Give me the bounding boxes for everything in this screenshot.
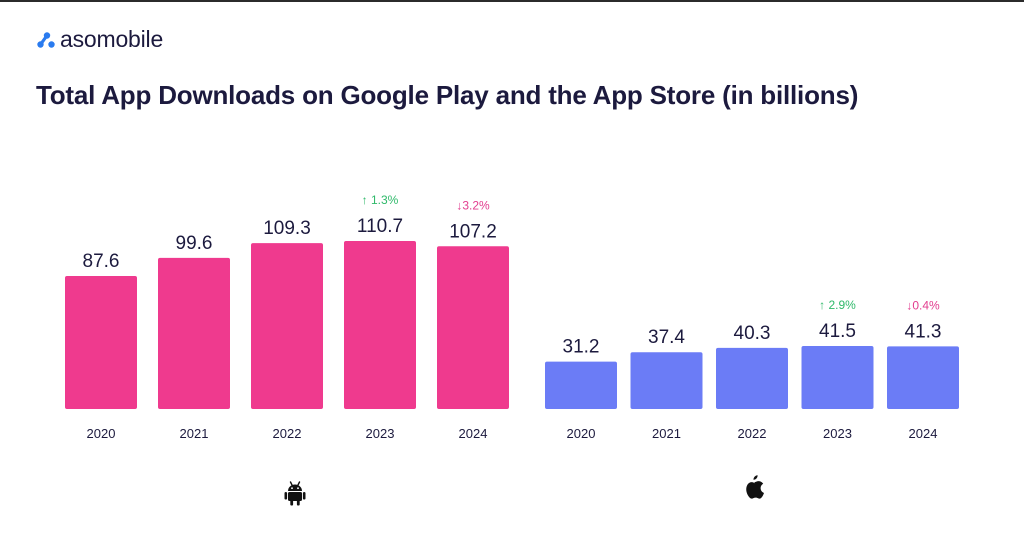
bar-0-2021 — [158, 257, 230, 409]
bar-1-2021 — [630, 352, 703, 409]
change-up-annotation: ↑ 2.9% — [819, 298, 856, 312]
value-label: 99.6 — [176, 233, 213, 254]
value-label: 107.2 — [449, 221, 497, 242]
value-label: 110.7 — [357, 216, 403, 237]
x-tick-label: 2022 — [273, 426, 302, 441]
android-icon — [284, 481, 306, 511]
bar-1-2024 — [887, 346, 959, 409]
value-label: 37.4 — [648, 327, 685, 348]
value-label: 31.2 — [563, 337, 600, 358]
bar-1-2020 — [545, 361, 617, 409]
x-tick-label: 2021 — [652, 426, 681, 441]
x-tick-label: 2023 — [366, 426, 395, 441]
x-tick-label: 2024 — [459, 426, 488, 441]
bar-0-2022 — [251, 243, 323, 409]
value-label: 41.5 — [819, 321, 856, 342]
x-tick-label: 2020 — [87, 426, 116, 441]
chart-title: Total App Downloads on Google Play and t… — [36, 80, 859, 110]
top-border — [0, 0, 1024, 2]
bar-1-2022 — [716, 347, 788, 409]
change-down-annotation: ↓0.4% — [906, 298, 940, 312]
change-down-annotation: ↓3.2% — [456, 198, 490, 212]
apple-icon — [742, 474, 766, 507]
x-tick-label: 2023 — [823, 426, 852, 441]
value-label: 109.3 — [263, 218, 311, 239]
x-tick-label: 2022 — [738, 426, 767, 441]
asomobile-logo-icon — [37, 31, 55, 48]
bar-0-2020 — [65, 276, 137, 409]
change-up-annotation: ↑ 1.3% — [362, 193, 399, 207]
value-label: 40.3 — [734, 323, 771, 344]
x-tick-label: 2020 — [567, 426, 596, 441]
value-label: 41.3 — [905, 321, 942, 342]
x-tick-label: 2021 — [180, 426, 209, 441]
bar-0-2023 — [344, 241, 416, 409]
bar-0-2024 — [437, 246, 509, 409]
bar-1-2023 — [801, 346, 874, 409]
x-tick-label: 2024 — [909, 426, 938, 441]
brand-name: asomobile — [60, 26, 164, 52]
value-label: 87.6 — [83, 251, 120, 272]
brand-logo: asomobile — [36, 26, 163, 53]
